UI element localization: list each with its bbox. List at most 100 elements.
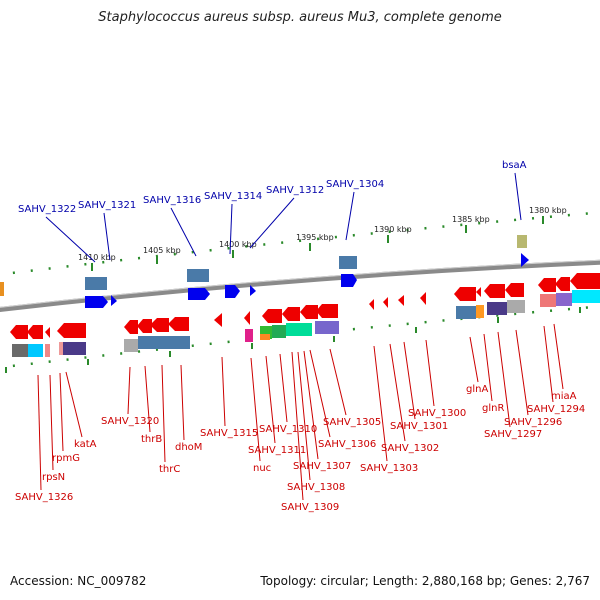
cog-box	[260, 334, 270, 340]
gene-label-bottom: glnA	[466, 384, 488, 395]
gene-label-top: SAHV_1321	[78, 200, 136, 211]
gene-label-bottom: SAHV_1305	[323, 417, 381, 428]
label-leader	[127, 366, 131, 415]
kbp-label: 1405 kbp	[143, 246, 181, 255]
gene-label-bottom: SAHV_1309	[281, 502, 339, 513]
label-leader	[59, 372, 64, 452]
top-label-leaders	[45, 172, 522, 263]
gene-arrow-sahv1301	[398, 295, 404, 306]
label-leader	[514, 172, 522, 221]
gene-label-bottom: thrC	[159, 464, 180, 475]
gene-arrow-sahv1316	[188, 288, 210, 300]
label-leader	[373, 345, 388, 462]
cog-box	[487, 302, 507, 315]
scale-dotted-line-top	[0, 211, 600, 276]
gene-arrow-sahv1322	[85, 296, 108, 308]
reverse-gene-boxes	[12, 290, 600, 357]
gene-arrow-sahv1303	[369, 299, 374, 310]
gene-arrow-rpmg	[45, 327, 50, 338]
gene-arrow-sahv1304	[341, 274, 357, 287]
cog-box	[540, 294, 556, 307]
gene-arrow-sahv1312	[250, 285, 256, 296]
cog-box	[45, 344, 50, 357]
gene-label-bottom: SAHV_1296	[504, 417, 562, 428]
gene-box-bsaa	[517, 235, 527, 248]
label-leader	[297, 351, 311, 481]
cog-box	[456, 306, 476, 319]
gene-label-bottom: SAHV_1307	[293, 461, 351, 472]
label-leader	[469, 336, 479, 383]
gene-arrow-dhom	[168, 317, 189, 331]
gene-label-bottom: SAHV_1301	[390, 421, 448, 432]
gene-arrow-sahv1294	[538, 278, 556, 292]
gene-arrow-sahv1314	[225, 285, 240, 298]
gene-label-bottom: SAHV_1310	[259, 424, 317, 435]
cog-box	[315, 321, 339, 334]
gene-arrow-sahv1302	[383, 297, 388, 308]
gene-arrow-miaa	[555, 277, 570, 291]
gene-label-bottom: SAHV_1311	[248, 445, 306, 456]
genome-backbone	[0, 259, 600, 312]
gene-arrow-glnr	[476, 287, 481, 297]
label-leader	[265, 355, 276, 444]
gene-label-bottom: rpsN	[42, 472, 65, 483]
gene-arrow-sahv1300	[420, 292, 426, 305]
gene-arrow-bsaa	[521, 253, 529, 267]
top-gene-labels: SAHV_1322 SAHV_1321 SAHV_1316 SAHV_1314 SAHV…	[18, 160, 527, 215]
gene-arrow-sahv1310	[262, 309, 282, 323]
gene-label-bottom: SAHV_1326	[15, 492, 73, 503]
gene-label-bottom: SAHV_1303	[360, 463, 418, 474]
gene-arrow-sahv1320	[124, 320, 138, 334]
gene-arrow-sahv1307	[282, 307, 300, 321]
cog-box	[124, 339, 138, 352]
gene-arrow-right-edge	[570, 273, 600, 289]
gene-arrow-sahv1306	[300, 305, 318, 319]
gene-label-bottom: thrB	[141, 434, 162, 445]
label-leader	[221, 356, 226, 427]
label-leader	[161, 364, 166, 463]
gene-arrow-sahv1305	[316, 304, 338, 318]
gene-label-bottom: SAHV_1297	[484, 429, 542, 440]
gene-label-bottom: nuc	[253, 463, 271, 474]
cog-box	[286, 323, 312, 336]
kbp-labels: 1410 kbp 1405 kbp 1400 kbp 1395 kbp 1390 kbp…	[78, 206, 567, 262]
label-leader	[403, 341, 416, 420]
cog-box	[272, 325, 286, 338]
gene-label-bottom: SAHV_1300	[408, 408, 466, 419]
kbp-label: 1385 kbp	[452, 215, 490, 224]
label-leader	[249, 197, 295, 249]
gene-label-bottom: dhoM	[175, 442, 202, 453]
kbp-label: 1410 kbp	[78, 253, 116, 262]
kbp-label: 1390 kbp	[374, 225, 412, 234]
gene-label-bottom: glnR	[482, 403, 504, 414]
genome-title: Staphylococcus aureus subsp. aureus Mu3,…	[98, 10, 502, 25]
gene-box-sahv1322	[85, 277, 107, 290]
gene-label-bottom: rpmG	[52, 453, 80, 464]
gene-label-top: bsaA	[502, 160, 527, 171]
label-leader	[553, 323, 564, 390]
gene-arrow-kata	[57, 323, 86, 338]
label-leader	[65, 371, 83, 438]
gene-arrow-sahv1315	[214, 313, 222, 327]
gene-label-bottom: SAHV_1320	[101, 416, 159, 427]
gene-box-sahv1316	[187, 269, 209, 282]
gene-label-bottom: SAHV_1294	[527, 404, 585, 415]
label-leader	[543, 325, 554, 403]
label-leader	[329, 348, 347, 416]
label-leader	[309, 349, 331, 438]
gene-arrow-thrb	[137, 319, 152, 333]
cog-box	[476, 305, 484, 318]
gene-label-bottom: katA	[74, 439, 97, 450]
gene-arrow-rpsn	[27, 325, 43, 339]
gene-arrow-sahv1297	[484, 284, 505, 298]
label-leader	[37, 374, 42, 491]
label-leader	[103, 212, 111, 261]
kbp-label: 1400 kbp	[219, 240, 257, 249]
label-leader	[279, 353, 288, 423]
forward-genes	[0, 235, 529, 308]
gene-label-top: SAHV_1314	[204, 191, 262, 202]
gene-label-top: SAHV_1304	[326, 179, 384, 190]
label-leader	[229, 203, 233, 255]
cog-box	[572, 290, 600, 303]
